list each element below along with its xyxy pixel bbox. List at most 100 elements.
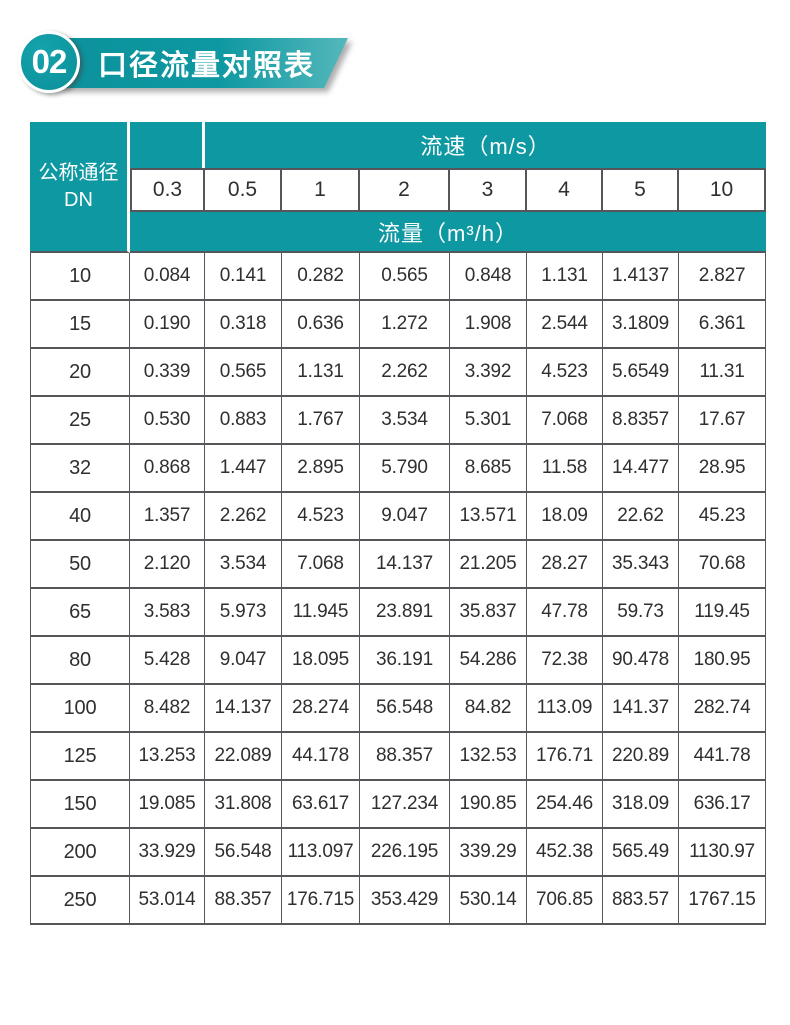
flow-value-cell: 14.477 bbox=[603, 445, 679, 493]
flow-value-cell: 11.31 bbox=[679, 349, 767, 397]
table-row: 32 0.868 1.447 2.895 5.790 8.685 11.58 14.477 28… bbox=[30, 445, 767, 493]
flow-value-cell: 23.891 bbox=[360, 589, 450, 637]
dn-value-cell: 80 bbox=[30, 637, 130, 685]
table-row: 50 2.120 3.534 7.068 14.137 21.205 28.27 35.343… bbox=[30, 541, 767, 589]
flow-value-cell: 636.17 bbox=[679, 781, 767, 829]
flow-value-cell: 45.23 bbox=[679, 493, 767, 541]
flow-value-cell: 18.09 bbox=[527, 493, 603, 541]
flow-value-cell: 5.973 bbox=[205, 589, 282, 637]
flow-value-cell: 1.272 bbox=[360, 301, 450, 349]
flow-value-cell: 53.014 bbox=[130, 877, 205, 925]
flow-value-cell: 3.583 bbox=[130, 589, 205, 637]
flow-value-cell: 70.68 bbox=[679, 541, 767, 589]
flow-value-cell: 5.301 bbox=[450, 397, 527, 445]
corner-header-line1: 公称通径 bbox=[38, 161, 119, 184]
flow-value-cell: 59.73 bbox=[603, 589, 679, 637]
flow-value-cell: 0.868 bbox=[130, 445, 205, 493]
dn-value-cell: 25 bbox=[30, 397, 130, 445]
flow-value-cell: 441.78 bbox=[679, 733, 767, 781]
dn-value-cell: 20 bbox=[30, 349, 130, 397]
table-row: 100 8.482 14.137 28.274 56.548 84.82 113.09 141… bbox=[30, 685, 767, 733]
flow-value-cell: 0.530 bbox=[130, 397, 205, 445]
flow-value-cell: 44.178 bbox=[282, 733, 360, 781]
flow-value-cell: 254.46 bbox=[527, 781, 603, 829]
table-row: 10 0.084 0.141 0.282 0.565 0.848 1.131 1.4137 2.… bbox=[30, 253, 767, 301]
dn-value-cell: 100 bbox=[30, 685, 130, 733]
header-spacer-cell bbox=[130, 122, 205, 168]
flow-value-cell: 176.715 bbox=[282, 877, 360, 925]
table-row: 200 33.929 56.548 113.097 226.195 339.29 452.3… bbox=[30, 829, 767, 877]
flow-value-cell: 18.095 bbox=[282, 637, 360, 685]
velocity-value-cell: 3 bbox=[450, 168, 527, 212]
flow-unit-header: 流量（m³/h） bbox=[130, 212, 767, 253]
flow-value-cell: 14.137 bbox=[360, 541, 450, 589]
flow-value-cell: 56.548 bbox=[205, 829, 282, 877]
flow-value-cell: 0.848 bbox=[450, 253, 527, 301]
flow-value-cell: 35.343 bbox=[603, 541, 679, 589]
flow-value-cell: 2.895 bbox=[282, 445, 360, 493]
dn-value-cell: 15 bbox=[30, 301, 130, 349]
flow-value-cell: 8.482 bbox=[130, 685, 205, 733]
dn-value-cell: 32 bbox=[30, 445, 130, 493]
flow-value-cell: 63.617 bbox=[282, 781, 360, 829]
flow-value-cell: 318.09 bbox=[603, 781, 679, 829]
flow-value-cell: 190.85 bbox=[450, 781, 527, 829]
section-number: 02 bbox=[31, 43, 68, 80]
flow-value-cell: 0.565 bbox=[360, 253, 450, 301]
flow-value-cell: 0.282 bbox=[282, 253, 360, 301]
flow-value-cell: 1.767 bbox=[282, 397, 360, 445]
flow-value-cell: 1.447 bbox=[205, 445, 282, 493]
flow-value-cell: 56.548 bbox=[360, 685, 450, 733]
flow-value-cell: 353.429 bbox=[360, 877, 450, 925]
flow-value-cell: 14.137 bbox=[205, 685, 282, 733]
velocity-value-cell: 1 bbox=[282, 168, 360, 212]
flow-value-cell: 3.534 bbox=[205, 541, 282, 589]
flow-value-cell: 31.808 bbox=[205, 781, 282, 829]
title-banner: 口径流量对照表 bbox=[60, 38, 348, 88]
flow-value-cell: 28.27 bbox=[527, 541, 603, 589]
flow-value-cell: 1130.97 bbox=[679, 829, 767, 877]
flow-value-cell: 8.685 bbox=[450, 445, 527, 493]
flow-value-cell: 706.85 bbox=[527, 877, 603, 925]
velocity-values-row: 0.3 0.5 1 2 3 4 5 10 bbox=[30, 168, 767, 212]
flow-value-cell: 35.837 bbox=[450, 589, 527, 637]
flow-value-cell: 530.14 bbox=[450, 877, 527, 925]
table-row: 250 53.014 88.357 176.715 353.429 530.14 706.8… bbox=[30, 877, 767, 925]
flow-value-cell: 176.71 bbox=[527, 733, 603, 781]
flow-value-cell: 565.49 bbox=[603, 829, 679, 877]
flow-value-cell: 28.274 bbox=[282, 685, 360, 733]
flow-value-cell: 127.234 bbox=[360, 781, 450, 829]
flow-value-cell: 1.357 bbox=[130, 493, 205, 541]
flow-value-cell: 2.544 bbox=[527, 301, 603, 349]
dn-value-cell: 200 bbox=[30, 829, 130, 877]
table-row: 20 0.339 0.565 1.131 2.262 3.392 4.523 5.6549 11… bbox=[30, 349, 767, 397]
flow-value-cell: 0.190 bbox=[130, 301, 205, 349]
flow-value-cell: 54.286 bbox=[450, 637, 527, 685]
flow-value-cell: 226.195 bbox=[360, 829, 450, 877]
flow-value-cell: 21.205 bbox=[450, 541, 527, 589]
flow-value-cell: 3.534 bbox=[360, 397, 450, 445]
flow-value-cell: 0.339 bbox=[130, 349, 205, 397]
table-row: 125 13.253 22.089 44.178 88.357 132.53 176.71 2… bbox=[30, 733, 767, 781]
corner-header-line2: DN bbox=[64, 188, 93, 211]
flow-value-cell: 119.45 bbox=[679, 589, 767, 637]
flow-value-cell: 339.29 bbox=[450, 829, 527, 877]
dn-value-cell: 65 bbox=[30, 589, 130, 637]
flow-value-cell: 5.428 bbox=[130, 637, 205, 685]
flow-value-cell: 0.565 bbox=[205, 349, 282, 397]
flow-value-cell: 19.085 bbox=[130, 781, 205, 829]
flow-value-cell: 28.95 bbox=[679, 445, 767, 493]
flow-header-row: 流量（m³/h） bbox=[30, 212, 767, 253]
velocity-header: 流速（m/s） bbox=[205, 122, 767, 168]
flow-value-cell: 7.068 bbox=[527, 397, 603, 445]
flow-value-cell: 4.523 bbox=[527, 349, 603, 397]
flow-value-cell: 7.068 bbox=[282, 541, 360, 589]
flow-value-cell: 88.357 bbox=[360, 733, 450, 781]
dn-value-cell: 40 bbox=[30, 493, 130, 541]
flow-value-cell: 90.478 bbox=[603, 637, 679, 685]
flow-value-cell: 2.827 bbox=[679, 253, 767, 301]
flow-value-cell: 11.58 bbox=[527, 445, 603, 493]
table-row: 15 0.190 0.318 0.636 1.272 1.908 2.544 3.1809 6.… bbox=[30, 301, 767, 349]
flow-value-cell: 3.1809 bbox=[603, 301, 679, 349]
flow-value-cell: 282.74 bbox=[679, 685, 767, 733]
